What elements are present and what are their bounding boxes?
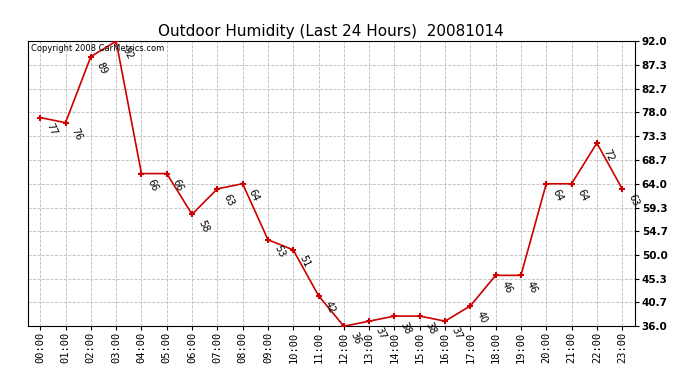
Text: 37: 37 [373,326,388,341]
Text: 37: 37 [449,326,464,341]
Text: 66: 66 [171,178,185,193]
Text: 46: 46 [500,279,514,295]
Text: 58: 58 [196,219,210,234]
Text: 38: 38 [399,320,413,336]
Text: 77: 77 [44,122,59,137]
Text: 38: 38 [424,320,438,336]
Text: 40: 40 [475,310,489,326]
Text: 64: 64 [551,188,564,203]
Text: 64: 64 [575,188,590,203]
Text: 66: 66 [146,178,160,193]
Text: 42: 42 [323,300,337,315]
Text: 89: 89 [95,61,109,76]
Text: 63: 63 [221,193,236,208]
Text: 51: 51 [297,254,312,270]
Title: Outdoor Humidity (Last 24 Hours)  20081014: Outdoor Humidity (Last 24 Hours) 2008101… [158,24,504,39]
Text: 64: 64 [247,188,261,203]
Text: 92: 92 [120,45,135,61]
Text: 76: 76 [70,127,84,142]
Text: 53: 53 [272,244,286,260]
Text: 72: 72 [601,147,615,163]
Text: Copyright 2008 CarMetrics.com: Copyright 2008 CarMetrics.com [30,44,164,53]
Text: 46: 46 [525,279,540,295]
Text: 36: 36 [348,330,362,346]
Text: 63: 63 [627,193,640,208]
